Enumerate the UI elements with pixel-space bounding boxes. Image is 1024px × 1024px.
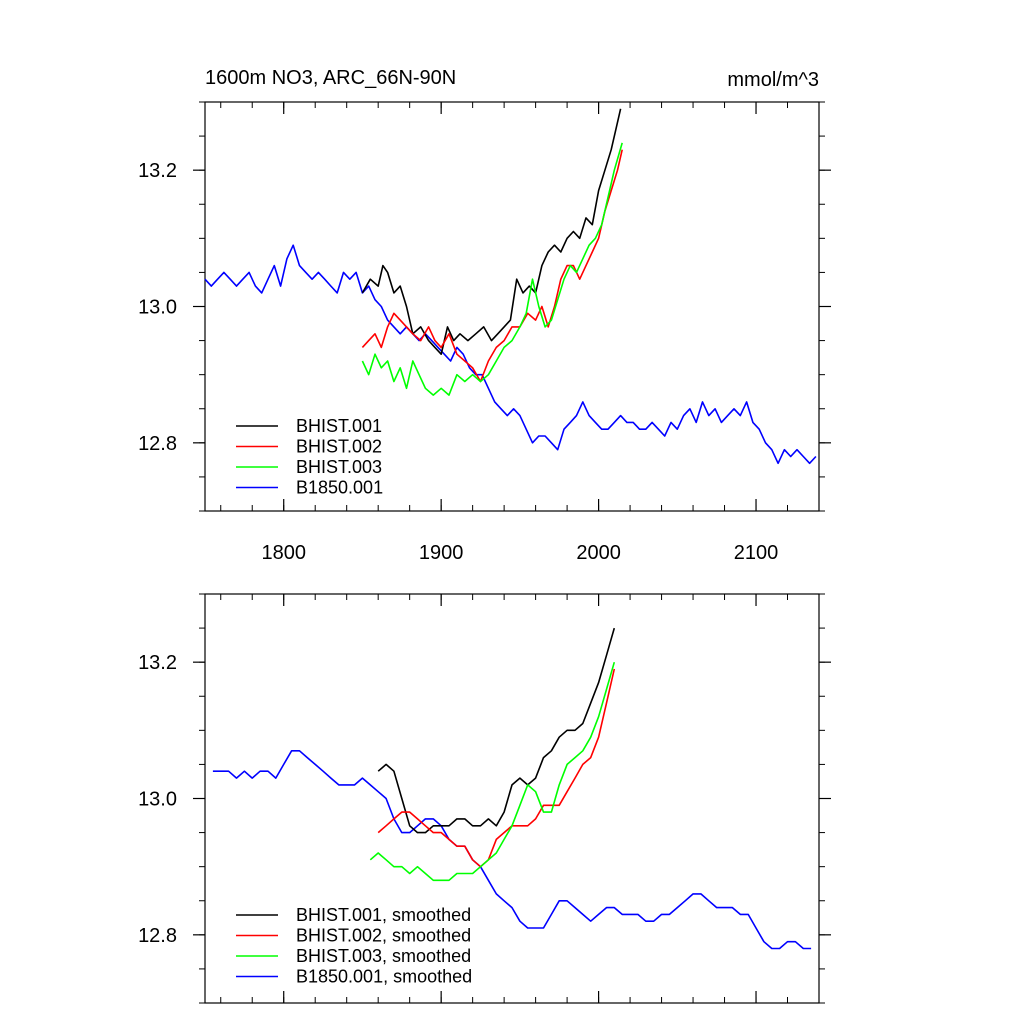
series-line — [361, 142, 623, 396]
legend-label: BHIST.002, smoothed — [296, 926, 471, 946]
units-label: mmol/m^3 — [727, 69, 819, 91]
legend-label: B1850.001, smoothed — [296, 967, 472, 987]
series-line — [361, 108, 622, 356]
top-panel: 1800 1900 2000 210012.813.013.2BHIST.001BHI… — [138, 101, 831, 564]
series-line — [377, 668, 616, 868]
y-tick-label: 13.2 — [138, 160, 177, 182]
legend-label: B1850.001 — [296, 478, 383, 498]
legend-label: BHIST.001, smoothed — [296, 905, 471, 925]
series-line — [212, 749, 812, 950]
series-line — [361, 149, 623, 383]
y-tick-label: 13.2 — [138, 652, 177, 674]
y-tick-label: 12.8 — [138, 433, 177, 455]
series-line — [369, 661, 616, 882]
x-tick-label: 2000 — [576, 542, 621, 564]
x-tick-label: 1800 — [261, 542, 306, 564]
y-tick-label: 13.0 — [138, 297, 177, 319]
y-tick-label: 13.0 — [138, 789, 177, 811]
y-tick-label: 12.8 — [138, 925, 177, 947]
x-tick-label: 2100 — [734, 542, 779, 564]
x-tick-label: 1900 — [419, 542, 464, 564]
legend-label: BHIST.001 — [296, 416, 382, 436]
legend-label: BHIST.003 — [296, 457, 382, 477]
legend-label: BHIST.003, smoothed — [296, 946, 471, 966]
series-line — [204, 244, 817, 465]
legend-label: BHIST.002 — [296, 437, 382, 457]
chart-title: 1600m NO3, ARC_66N-90N — [205, 67, 456, 89]
bottom-panel: 12.8 13.0 13.2 BHIST.001, smoothedBHIST.002… — [138, 593, 831, 1004]
series-line — [377, 627, 616, 834]
